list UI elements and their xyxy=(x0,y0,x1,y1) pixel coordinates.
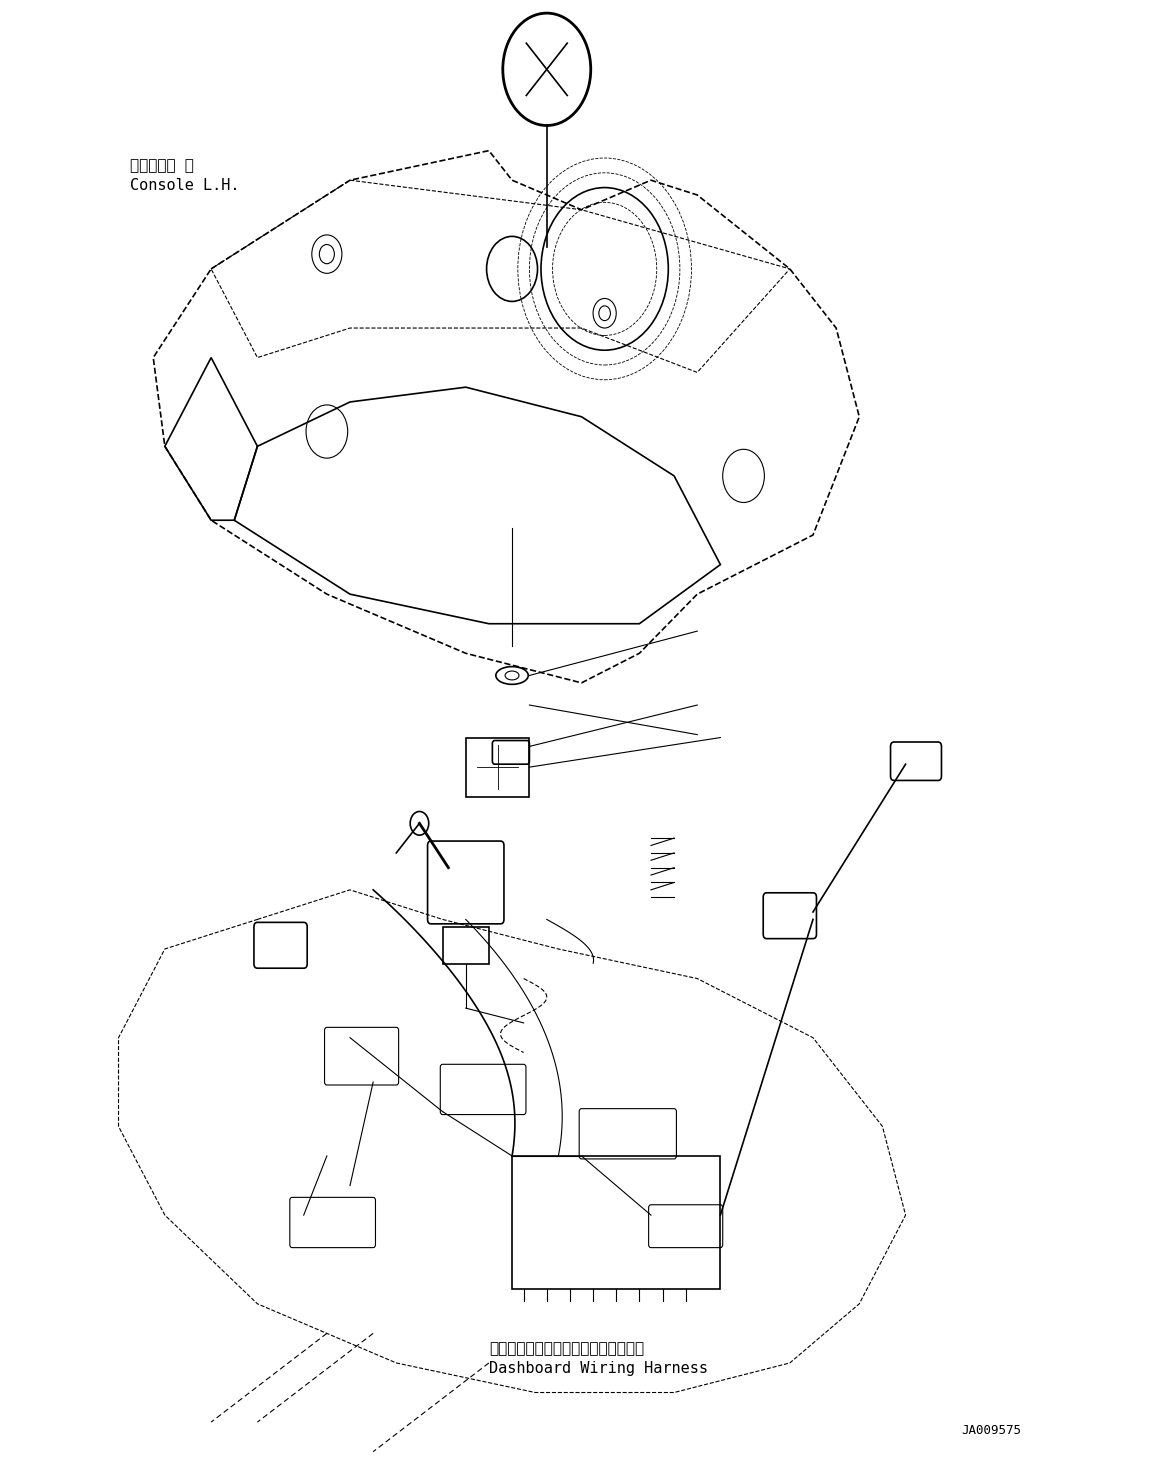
Text: JA009575: JA009575 xyxy=(962,1423,1021,1437)
Text: コンソール 左
Console L.H.: コンソール 左 Console L.H. xyxy=(130,157,240,193)
Text: ダッシュボードワイヤリングハーネス
Dashboard Wiring Harness: ダッシュボードワイヤリングハーネス Dashboard Wiring Harne… xyxy=(488,1340,708,1376)
